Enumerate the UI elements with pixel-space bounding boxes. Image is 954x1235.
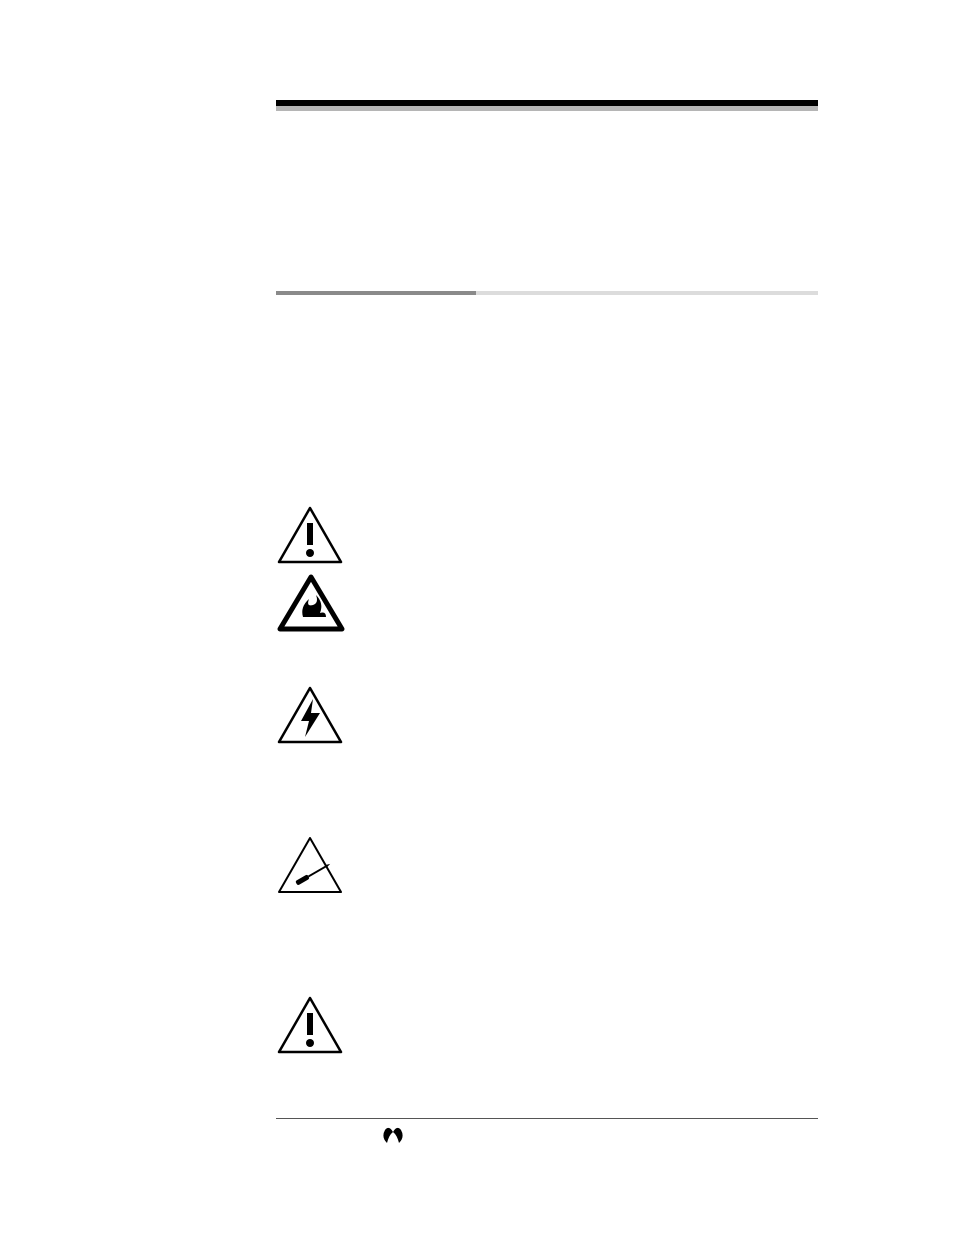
spacer <box>276 895 818 995</box>
spacer <box>276 565 818 573</box>
top-rule-grey <box>276 106 818 111</box>
spacer <box>276 745 818 835</box>
spacer <box>276 635 818 685</box>
warning-row-technician <box>276 835 818 895</box>
caution-icon <box>276 995 344 1055</box>
warning-row-caution <box>276 995 818 1055</box>
warning-icon-list <box>276 505 818 1055</box>
section-rule <box>276 291 818 295</box>
warning-row-hot <box>276 573 818 635</box>
hot-surface-icon <box>276 573 346 635</box>
section-rule-accent <box>276 291 476 295</box>
warning-row-general <box>276 505 818 565</box>
footer-logo-icon <box>380 1126 406 1144</box>
page <box>0 0 954 1235</box>
warning-row-electrical <box>276 685 818 745</box>
content-column <box>276 100 818 1055</box>
footer-rule <box>276 1118 818 1119</box>
electrical-hazard-icon <box>276 685 344 745</box>
general-warning-icon <box>276 505 344 565</box>
technician-icon <box>276 835 344 895</box>
